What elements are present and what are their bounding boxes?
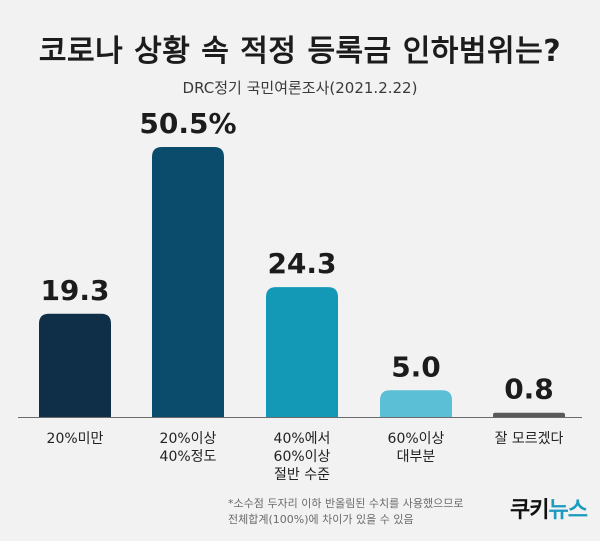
bar — [266, 287, 338, 417]
chart-title: 코로나 상황 속 적정 등록금 인하범위는? — [38, 34, 562, 69]
category-label: 60%이상 — [388, 431, 445, 447]
bar-value-label: 50.5% — [139, 107, 236, 140]
bar-value-label: 5.0 — [391, 350, 441, 383]
category-label: 대부분 — [397, 449, 436, 465]
footnote-line-1: *소수점 두자리 이하 반올림된 수치를 사용했으므로 — [228, 497, 464, 510]
category-label: 60%이상 — [274, 449, 331, 465]
bar — [152, 147, 224, 417]
chart-subtitle: DRC정기 국민여론조사(2021.2.22) — [182, 79, 418, 97]
category-label: 절반 수준 — [274, 467, 330, 483]
category-label: 40%정도 — [160, 449, 217, 465]
bar-value-label: 24.3 — [267, 247, 336, 280]
bar — [493, 412, 565, 417]
logo-text-2: 뉴스 — [548, 498, 587, 523]
footnote: *소수점 두자리 이하 반올림된 수치를 사용했으므로 전체합계(100%)에 … — [228, 496, 518, 528]
footnote-line-2: 전체합계(100%)에 차이가 있을 수 있음 — [228, 513, 414, 526]
category-label: 40%에서 — [274, 431, 331, 447]
kuki-news-logo: 쿠키뉴스 — [510, 492, 588, 524]
logo-text-1: 쿠키 — [510, 498, 549, 523]
bar — [39, 313, 111, 417]
category-label: 20%미만 — [47, 431, 104, 447]
bar-value-label: 0.8 — [504, 373, 554, 406]
category-label: 잘 모르겠다 — [495, 431, 564, 447]
bar — [380, 390, 452, 417]
category-label: 20%이상 — [160, 431, 217, 447]
bar-value-label: 19.3 — [40, 274, 109, 307]
